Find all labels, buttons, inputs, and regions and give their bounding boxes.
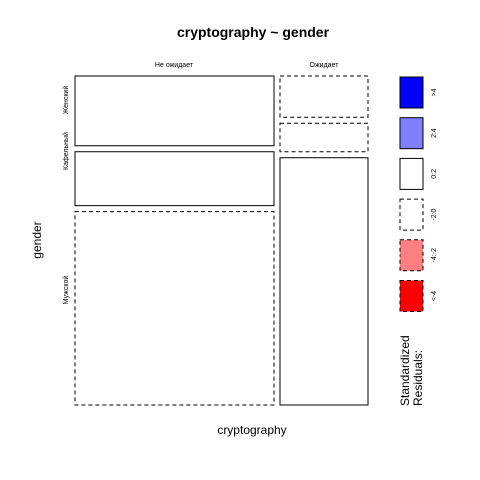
column-label-ne-ozhidaet: Не ожидает xyxy=(155,62,194,69)
tile-0-2 xyxy=(74,211,275,406)
legend-label-1: 2:4 xyxy=(431,128,438,138)
row-labels: Женский Кафельный Мужской xyxy=(62,86,70,305)
column-labels: Не ожидает Ожидает xyxy=(155,62,339,69)
legend-key-3 xyxy=(399,198,424,231)
x-axis-label: cryptography xyxy=(217,423,286,437)
row-label-muzhskoy: Мужской xyxy=(62,276,70,305)
tile-0-0 xyxy=(74,75,275,147)
legend-label-0: >4 xyxy=(431,88,438,96)
legend-label-2: 0:2 xyxy=(431,169,438,179)
legend-label-3: -2:0 xyxy=(431,208,438,220)
legend-key-5 xyxy=(399,280,424,312)
tile-1-1 xyxy=(279,122,369,153)
legend-key-0 xyxy=(399,76,424,109)
legend-keys: >4 2:4 0:2 -2:0 -4:-2 <-4 xyxy=(399,76,438,312)
legend-key-4 xyxy=(399,239,424,272)
mosaic-tiles xyxy=(74,75,369,406)
legend: >4 2:4 0:2 -2:0 -4:-2 <-4 Standardized Residu… xyxy=(398,76,438,406)
y-axis-label: gender xyxy=(30,221,44,258)
legend-title-line-2: Residuals: xyxy=(411,350,425,406)
legend-key-1 xyxy=(399,117,424,150)
legend-label-5: <-4 xyxy=(431,291,438,301)
legend-label-4: -4:-2 xyxy=(431,248,438,262)
row-label-kafelny: Кафельный xyxy=(62,132,70,170)
row-label-zhenskiy: Женский xyxy=(62,86,70,115)
legend-title-line-1: Standardized xyxy=(398,335,412,406)
tile-0-1 xyxy=(74,151,275,207)
tile-1-0 xyxy=(279,75,369,118)
tile-1-2 xyxy=(279,157,369,406)
column-label-ozhidaet: Ожидает xyxy=(310,62,340,69)
legend-key-2 xyxy=(399,157,424,190)
chart-title: cryptography ~ gender xyxy=(177,24,330,40)
